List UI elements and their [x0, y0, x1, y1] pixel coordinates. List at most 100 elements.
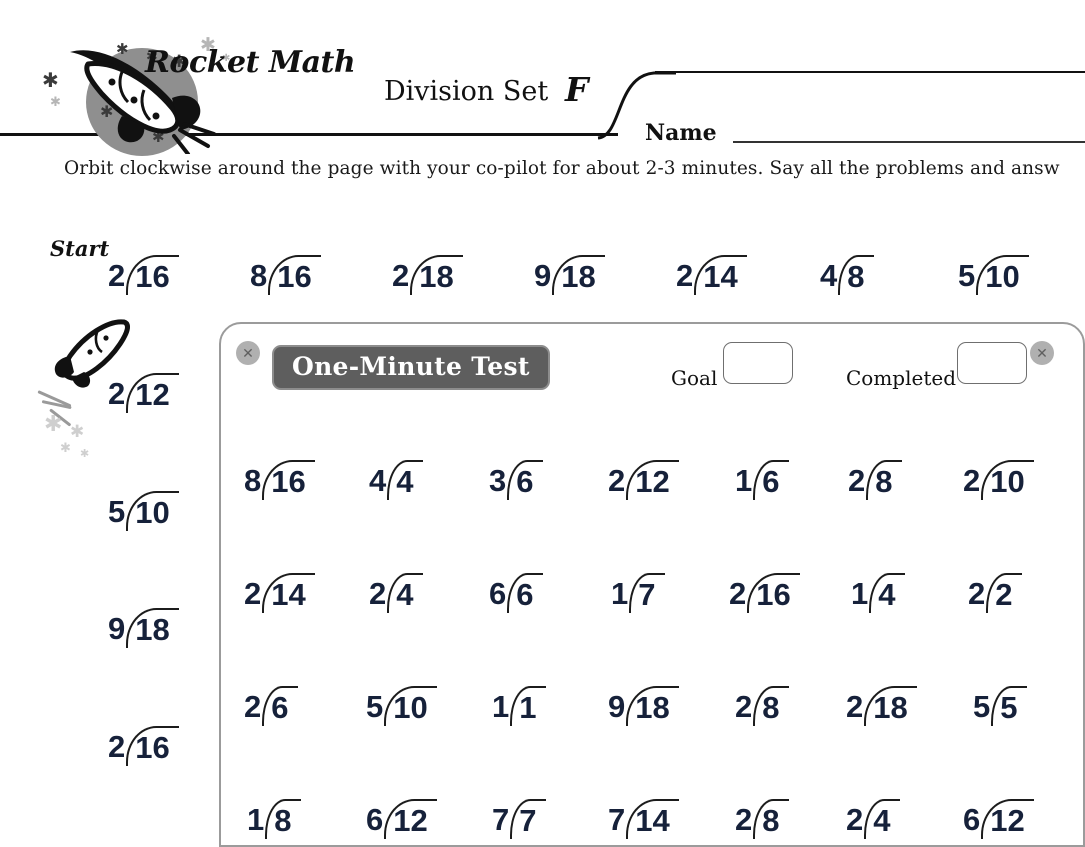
start-label: Start: [50, 236, 110, 261]
dividend: 8: [847, 259, 865, 294]
division-bracket: 10: [976, 255, 1029, 295]
test-problem-0-0: 8 16: [244, 460, 315, 500]
instructions-text: Orbit clockwise around the page with you…: [64, 158, 1060, 179]
division-bracket: 7: [629, 573, 665, 613]
star-icon: ✱: [60, 441, 71, 456]
dividend: 7: [638, 577, 656, 612]
dividend: 16: [277, 259, 312, 294]
dividend: 8: [762, 803, 780, 838]
division-bracket: 6: [507, 573, 543, 613]
dividend: 5: [1000, 690, 1018, 725]
rocket-icon: [70, 50, 216, 154]
problem-top-6: 5 10: [958, 255, 1029, 295]
completed-input[interactable]: [957, 342, 1027, 384]
dividend: 16: [135, 259, 170, 294]
dividend: 4: [396, 464, 414, 499]
division-bracket: 6: [507, 460, 543, 500]
problem-left-3: 2 16: [108, 726, 179, 766]
dividend: 10: [985, 259, 1020, 294]
divisor: 2: [968, 576, 986, 611]
test-problem-2-5: 2 18: [846, 686, 917, 726]
division-bracket: 16: [126, 726, 179, 766]
dividend: 6: [271, 690, 289, 725]
close-circle-icon[interactable]: ✕: [236, 341, 260, 365]
dividend: 18: [873, 690, 908, 725]
dividend: 16: [756, 577, 791, 612]
division-bracket: 18: [864, 686, 917, 726]
divisor: 9: [108, 611, 126, 646]
dividend: 8: [274, 803, 292, 838]
test-problem-2-1: 5 10: [366, 686, 437, 726]
division-bracket: 4: [387, 460, 423, 500]
test-problem-0-6: 2 10: [963, 460, 1034, 500]
divisor: 9: [608, 689, 626, 724]
dividend: 8: [875, 464, 893, 499]
dividend: 4: [873, 803, 891, 838]
dividend: 14: [635, 803, 670, 838]
divisor: 6: [489, 576, 507, 611]
division-bracket: 16: [747, 573, 800, 613]
division-bracket: 10: [126, 491, 179, 531]
division-bracket: 16: [268, 255, 321, 295]
dividend: 18: [419, 259, 454, 294]
dividend: 7: [519, 803, 537, 838]
divisor: 2: [244, 689, 262, 724]
divisor: 5: [366, 689, 384, 724]
divisor: 1: [492, 689, 510, 724]
dividend: 6: [516, 464, 534, 499]
star-icon: ✱: [70, 422, 85, 442]
problem-left-0: 2 12: [108, 373, 179, 413]
dividend: 18: [561, 259, 596, 294]
problem-left-1: 5 10: [108, 491, 179, 531]
division-bracket: 16: [126, 255, 179, 295]
divisor: 2: [963, 463, 981, 498]
divisor: 2: [848, 463, 866, 498]
rocket-math-logo: ✱ ✱ ✱ ✱ ✱ ✱ ✱ ✱ ✱ ✱: [34, 28, 364, 156]
division-bracket: 18: [552, 255, 605, 295]
dividend: 18: [135, 612, 170, 647]
test-problem-2-3: 9 18: [608, 686, 679, 726]
name-area-top-rule: [655, 71, 1085, 73]
divisor: 2: [369, 576, 387, 611]
divisor: 2: [108, 729, 126, 764]
problem-top-0: 2 16: [108, 255, 179, 295]
division-bracket: 5: [991, 686, 1027, 726]
division-bracket: 12: [126, 373, 179, 413]
name-input-line[interactable]: [733, 141, 1085, 143]
division-bracket: 10: [384, 686, 437, 726]
dividend: 4: [396, 577, 414, 612]
division-bracket: 7: [510, 799, 546, 839]
division-bracket: 4: [387, 573, 423, 613]
small-rocket-body: [54, 319, 130, 388]
close-circle-icon[interactable]: ✕: [1030, 341, 1054, 365]
divisor: 2: [735, 802, 753, 837]
divisor: 6: [366, 802, 384, 837]
division-bracket: 14: [262, 573, 315, 613]
dividend: 14: [703, 259, 738, 294]
star-icon: ✱: [42, 68, 59, 92]
star-icon: ✱: [172, 52, 187, 72]
division-bracket: 18: [126, 608, 179, 648]
goal-input[interactable]: [723, 342, 793, 384]
divisor: 1: [851, 576, 869, 611]
dividend: 12: [135, 377, 170, 412]
divisor: 2: [108, 258, 126, 293]
divisor: 2: [392, 258, 410, 293]
division-bracket: 8: [753, 799, 789, 839]
set-letter: F: [565, 70, 589, 109]
dividend: 10: [393, 690, 428, 725]
dividend: 12: [635, 464, 670, 499]
star-icon: ✱: [100, 102, 114, 121]
division-bracket: 2: [986, 573, 1022, 613]
divisor: 1: [247, 802, 265, 837]
division-bracket: 4: [864, 799, 900, 839]
dividend: 6: [516, 577, 534, 612]
divisor: 5: [108, 494, 126, 529]
divisor: 2: [108, 376, 126, 411]
